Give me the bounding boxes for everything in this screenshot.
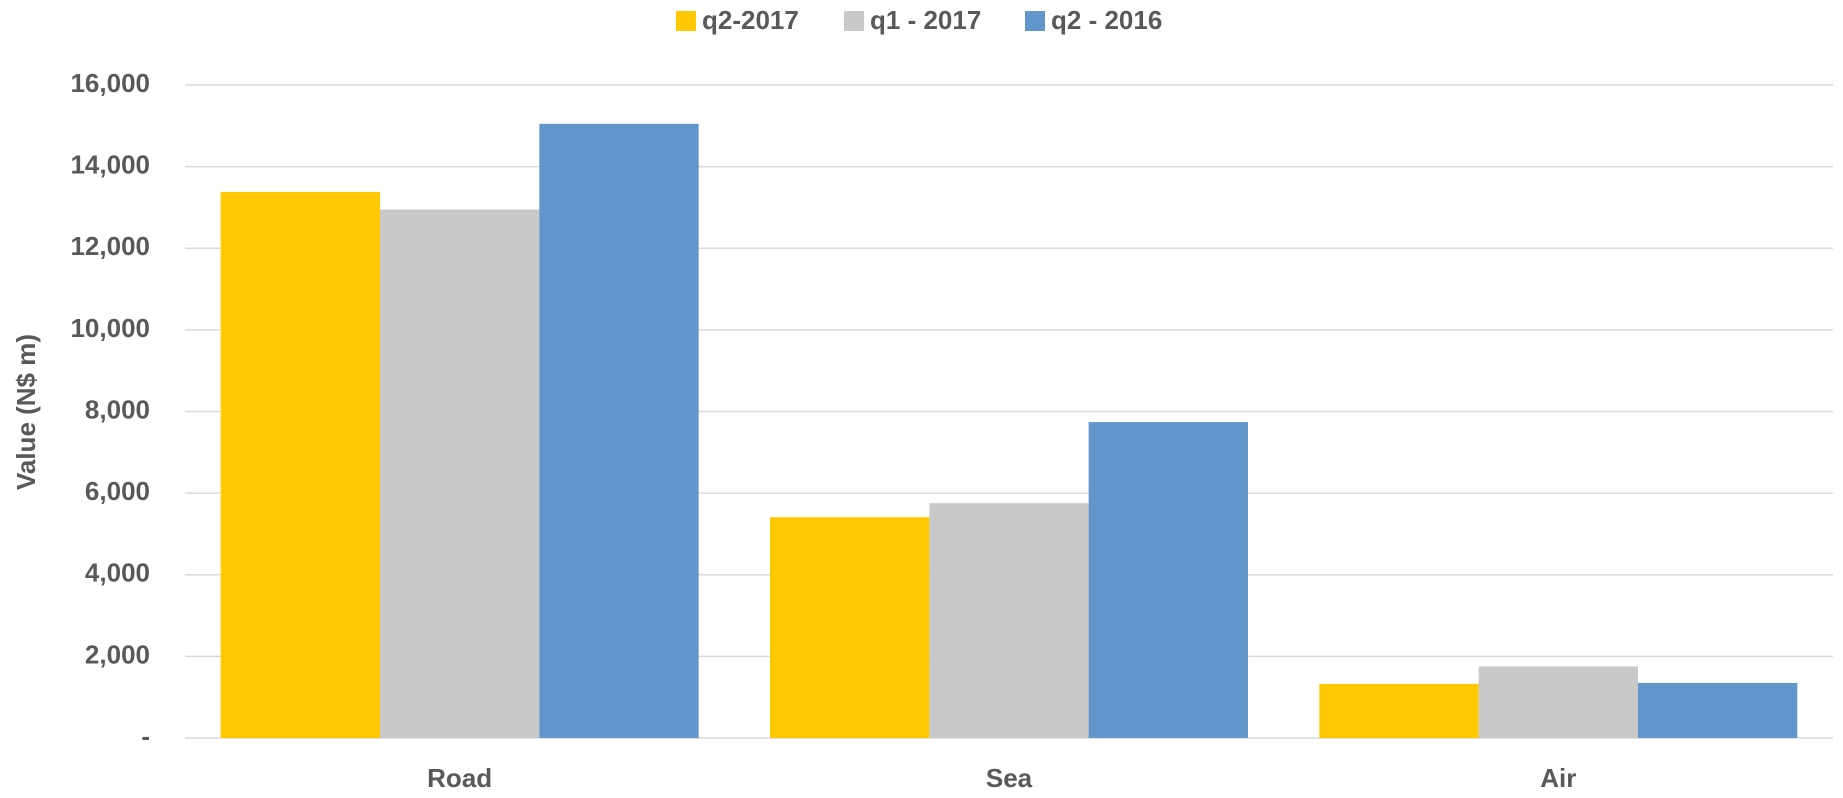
bar [380, 209, 540, 738]
y-tick-label: 4,000 [85, 558, 150, 588]
x-tick-label: Road [427, 763, 492, 793]
y-tick-label: - [141, 721, 150, 751]
legend-label: q2-2017 [702, 5, 799, 35]
bar [220, 191, 381, 738]
x-tick-label: Air [1540, 763, 1576, 793]
y-tick-label: 2,000 [85, 639, 150, 669]
bar [1088, 422, 1248, 738]
bar [770, 517, 930, 738]
y-tick-label: 6,000 [85, 476, 150, 506]
y-tick-label: 14,000 [70, 150, 150, 180]
bar [1319, 683, 1479, 738]
y-tick-label: 10,000 [70, 313, 150, 343]
bar [539, 123, 699, 739]
legend-swatch [1025, 11, 1045, 31]
bar [1637, 682, 1798, 738]
y-tick-label: 8,000 [85, 394, 150, 424]
bar [929, 503, 1089, 738]
y-tick-label: 12,000 [70, 231, 150, 261]
legend-swatch [676, 11, 696, 31]
legend-label: q2 - 2016 [1051, 5, 1162, 35]
legend-swatch [844, 11, 864, 31]
x-tick-label: Sea [986, 763, 1033, 793]
bar [1478, 666, 1638, 738]
legend-label: q1 - 2017 [870, 5, 981, 35]
y-tick-label: 16,000 [70, 68, 150, 98]
y-axis-label: Value (N$ m) [11, 334, 41, 490]
